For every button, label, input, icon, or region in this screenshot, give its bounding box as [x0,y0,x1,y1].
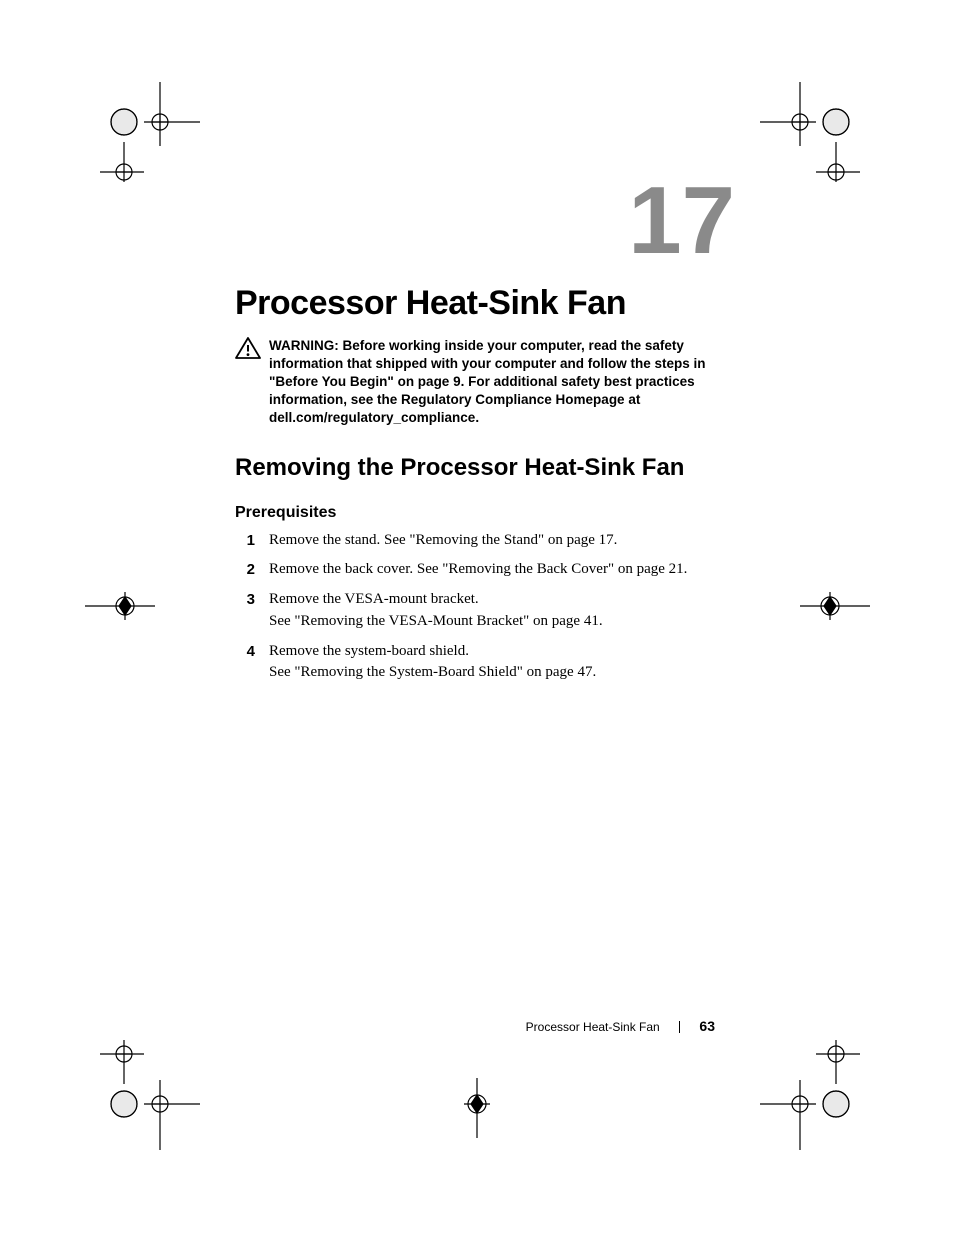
chapter-title: Processor Heat-Sink Fan [235,284,735,323]
crop-mark-icon [85,586,155,626]
step-number: 3 [235,589,255,633]
crop-mark-icon [100,1040,200,1150]
footer-section-name: Processor Heat-Sink Fan [526,1020,660,1034]
page-footer: Processor Heat-Sink Fan 63 [235,1018,715,1034]
step-number: 4 [235,641,255,685]
page: 17 Processor Heat-Sink Fan WARNING: Befo… [0,0,954,1235]
crop-mark-icon [100,82,200,182]
warning-block: WARNING: Before working inside your comp… [235,337,735,428]
section-heading: Removing the Processor Heat-Sink Fan [235,454,735,482]
list-item: 2 Remove the back cover. See "Removing t… [235,559,735,581]
step-text: Remove the stand. See "Removing the Stan… [269,530,735,552]
crop-mark-icon [750,82,860,182]
subsection-heading: Prerequisites [235,504,735,522]
footer-page-number: 63 [699,1018,715,1034]
step-text: Remove the VESA-mount bracket.See "Remov… [269,589,735,633]
warning-icon [235,337,261,359]
crop-mark-icon [454,1078,500,1138]
chapter-number: 17 [235,180,735,262]
content-area: 17 Processor Heat-Sink Fan WARNING: Befo… [235,180,735,692]
warning-lead: WARNING: [269,338,339,353]
list-item: 4 Remove the system-board shield.See "Re… [235,641,735,685]
list-item: 3 Remove the VESA-mount bracket.See "Rem… [235,589,735,633]
crop-mark-icon [800,586,870,626]
step-text: Remove the back cover. See "Removing the… [269,559,735,581]
list-item: 1 Remove the stand. See "Removing the St… [235,530,735,552]
footer-divider [679,1021,680,1033]
step-text: Remove the system-board shield.See "Remo… [269,641,735,685]
step-number: 2 [235,559,255,581]
crop-mark-icon [750,1040,860,1150]
warning-text: WARNING: Before working inside your comp… [269,337,735,428]
step-number: 1 [235,530,255,552]
prerequisite-steps: 1 Remove the stand. See "Removing the St… [235,530,735,685]
